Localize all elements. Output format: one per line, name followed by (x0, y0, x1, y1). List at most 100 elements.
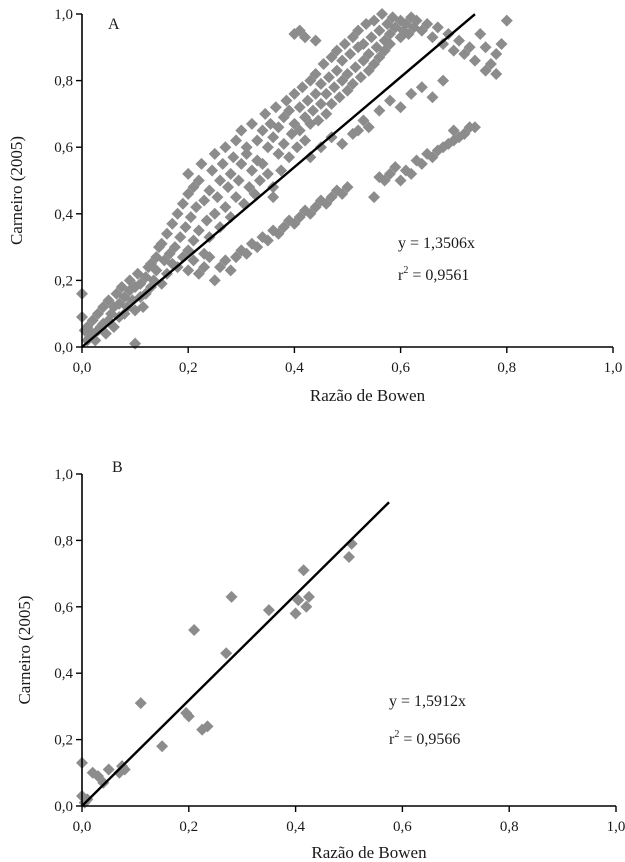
data-point (344, 47, 357, 60)
data-point (309, 67, 322, 80)
data-point (261, 234, 274, 247)
data-point (187, 254, 200, 267)
data-point (280, 94, 293, 107)
data-point (240, 147, 253, 160)
data-point (479, 41, 492, 54)
data-point (289, 607, 302, 620)
data-point (309, 87, 322, 100)
data-point (373, 104, 386, 117)
data-point (240, 141, 253, 154)
data-point (267, 181, 280, 194)
data-point (453, 131, 466, 144)
r-squared-value: = 0,9566 (399, 731, 460, 748)
regression-equation: y = 1,3506x (398, 235, 475, 252)
data-point (216, 157, 229, 170)
data-point (328, 81, 341, 94)
data-point (184, 211, 197, 224)
data-point (314, 77, 327, 90)
x-tick-label: 0,4 (286, 819, 305, 835)
panel-label: A (108, 16, 120, 33)
data-point (431, 144, 444, 157)
data-point (368, 14, 381, 27)
data-point (208, 207, 221, 220)
data-point (248, 187, 261, 200)
data-point (336, 54, 349, 67)
data-point (267, 131, 280, 144)
data-point (251, 134, 264, 147)
data-point (201, 720, 214, 733)
y-tick-label: 1,0 (54, 467, 73, 483)
data-point (341, 181, 354, 194)
data-point (354, 71, 367, 84)
data-point (203, 251, 216, 264)
x-tick-label: 0,6 (393, 819, 412, 835)
data-point (421, 17, 434, 30)
x-tick-label: 0,8 (500, 819, 519, 835)
data-point (343, 551, 355, 563)
y-tick-label: 0,4 (54, 666, 73, 682)
y-tick-label: 0,2 (54, 733, 73, 749)
data-point (224, 167, 237, 180)
data-point (330, 64, 343, 77)
data-point (245, 237, 258, 250)
data-point (261, 167, 274, 180)
data-point (214, 174, 227, 187)
data-point (182, 167, 195, 180)
data-point (468, 121, 481, 134)
data-point (269, 101, 282, 114)
data-point (312, 114, 325, 127)
data-point (267, 191, 280, 204)
data-point (160, 227, 173, 240)
data-point (192, 174, 205, 187)
data-point (322, 71, 335, 84)
x-tick-label: 0,2 (179, 819, 198, 835)
data-point (320, 107, 333, 120)
x-tick-label: 1,0 (607, 819, 625, 835)
data-point (224, 211, 237, 224)
data-point (174, 231, 187, 244)
data-point (156, 740, 169, 753)
x-axis-label: Razão de Bowen (310, 386, 426, 405)
x-tick-label: 0,8 (497, 360, 516, 376)
data-point (394, 101, 407, 114)
data-point (325, 97, 338, 110)
data-point (304, 151, 317, 164)
r-squared-prefix: r (389, 731, 395, 748)
data-point (179, 221, 192, 234)
data-point (232, 174, 245, 187)
data-point (237, 197, 250, 210)
data-point (288, 87, 301, 100)
data-point (431, 21, 444, 34)
data-point (405, 87, 418, 100)
data-point (261, 141, 274, 154)
data-point (453, 34, 466, 47)
data-point (410, 154, 423, 167)
data-point (272, 147, 285, 160)
chart-panel-a: 0,0 0,2 0,4 0,6 0,8 1,0 0,0 0,2 0,4 0,6 0,8 1,0 Razã… (7, 7, 622, 405)
data-point (490, 67, 503, 80)
y-tick-label: 0,8 (54, 74, 73, 90)
panel-label: B (112, 459, 123, 476)
trend-line (81, 501, 390, 807)
data-point (317, 57, 330, 70)
x-tick-label: 0,2 (179, 360, 198, 376)
data-point (383, 94, 396, 107)
data-point (211, 191, 224, 204)
data-point (300, 600, 313, 613)
data-point (293, 101, 306, 114)
data-point (376, 8, 389, 20)
data-point (484, 57, 497, 70)
y-tick-label: 0,0 (54, 340, 73, 356)
data-point (259, 107, 272, 120)
data-point (352, 24, 365, 37)
data-point (190, 201, 203, 214)
data-point (302, 590, 315, 603)
y-tick-label: 0,6 (54, 140, 73, 156)
data-point (195, 157, 208, 170)
data-point (283, 104, 296, 117)
data-point (240, 247, 253, 260)
y-tick-label: 0,2 (54, 273, 73, 289)
data-point (314, 97, 327, 110)
data-point (198, 194, 211, 207)
